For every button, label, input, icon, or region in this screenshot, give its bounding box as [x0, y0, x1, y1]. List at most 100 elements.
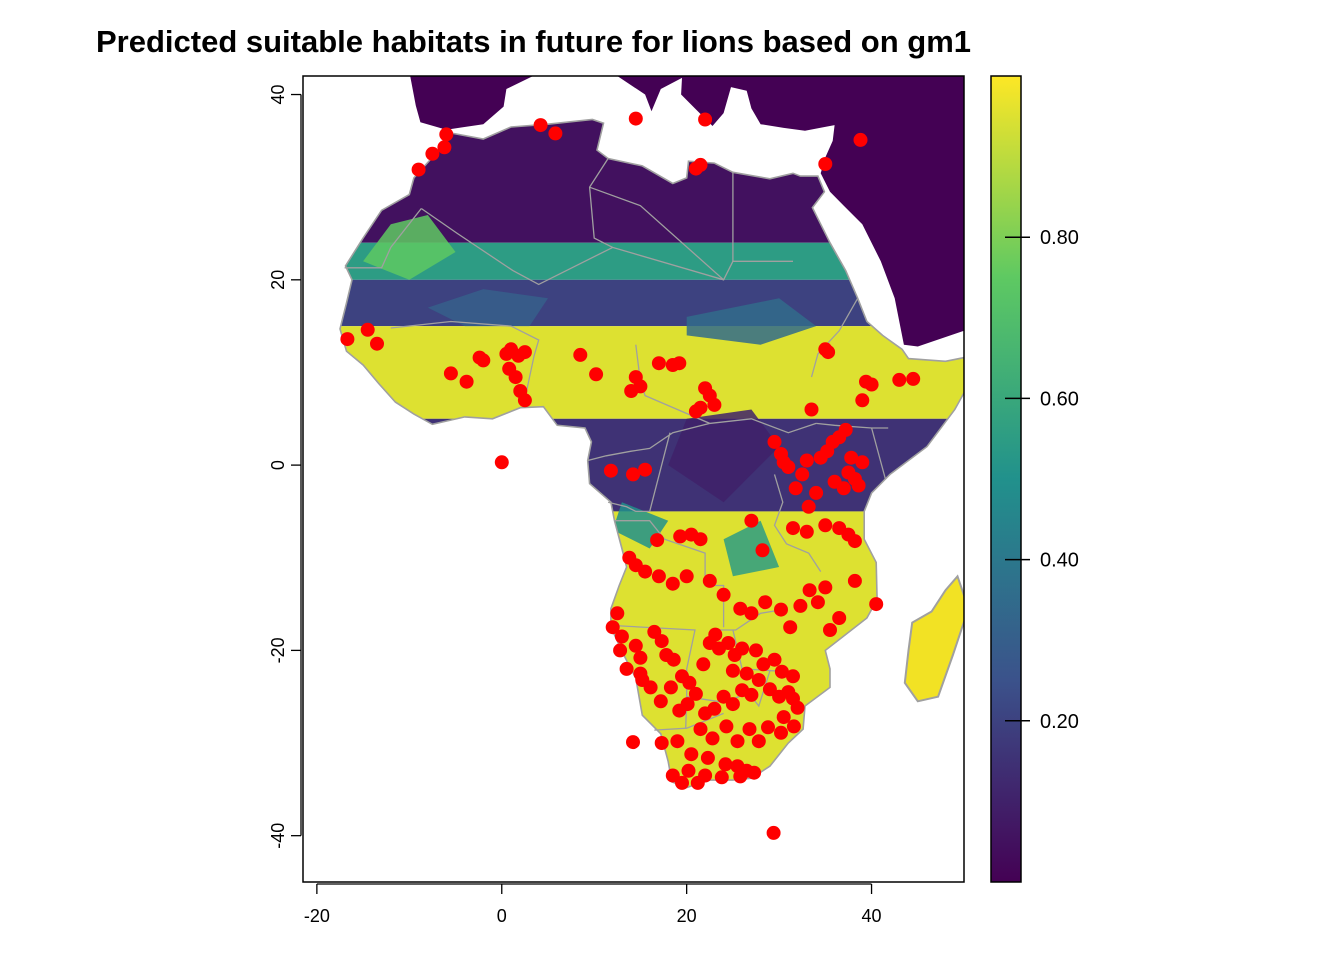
country-border	[344, 208, 422, 269]
occurrence-point	[635, 673, 650, 687]
occurrence-point	[799, 524, 814, 539]
y-axis: 40 20 0 -20 -40	[268, 84, 302, 849]
occurrence-point	[663, 680, 678, 695]
occurrence-point	[774, 725, 788, 740]
occurrence-point	[786, 521, 800, 536]
country-border	[390, 320, 540, 408]
occurrence-point	[776, 710, 791, 725]
country-border	[420, 207, 793, 286]
y-tick-label: -40	[268, 823, 288, 849]
occurrence-point	[818, 518, 833, 533]
occurrence-point	[682, 675, 697, 690]
occurrence-point	[786, 719, 801, 734]
y-tick-label: 20	[268, 270, 288, 290]
raster-patch	[686, 298, 817, 345]
country-border	[607, 432, 671, 513]
occurrence-point	[443, 366, 458, 381]
occurrence-point	[788, 481, 803, 496]
occurrence-point	[707, 397, 722, 412]
occurrence-point	[793, 598, 808, 613]
x-tick-label: 20	[677, 906, 697, 926]
occurrence-point	[675, 775, 689, 790]
occurrence-point	[698, 706, 713, 721]
x-tick-label: 40	[862, 906, 882, 926]
occurrence-point	[818, 157, 833, 171]
occurrence-point	[370, 336, 384, 351]
occurrence-point	[855, 393, 870, 408]
occurrence-point	[756, 657, 771, 672]
occurrence-point	[651, 356, 666, 371]
occurrence-point	[838, 422, 853, 437]
occurrence-point	[411, 162, 426, 177]
occurrence-point	[744, 606, 759, 621]
y-tick-label: -20	[268, 637, 288, 663]
occurrence-point	[439, 127, 454, 142]
occurrence-point	[847, 534, 862, 549]
occurrence-point	[670, 734, 685, 749]
occurrence-point	[719, 719, 734, 734]
occurrence-point	[758, 595, 773, 610]
occurrence-point	[702, 573, 717, 588]
occurrence-point	[786, 669, 800, 684]
occurrence-point	[654, 736, 669, 750]
occurrence-point	[653, 694, 668, 709]
occurrence-point	[614, 629, 629, 644]
occurrence-point	[751, 673, 766, 687]
occurrence-point	[651, 569, 666, 584]
raster-patch	[668, 409, 780, 503]
raster-patch	[427, 289, 548, 327]
occurrence-point	[517, 345, 532, 360]
country-border	[816, 422, 889, 429]
occurrence-point	[786, 691, 800, 706]
occurrence-point	[476, 353, 491, 368]
occurrence-point	[810, 595, 825, 610]
occurrence-point	[799, 453, 814, 468]
occurrence-point	[533, 118, 548, 133]
coastline	[339, 118, 964, 789]
occurrence-point	[665, 576, 680, 591]
colorbar-tick-label: 0.60	[1040, 388, 1079, 410]
occurrence-point	[672, 703, 687, 718]
occurrence-point	[804, 402, 819, 417]
occurrence-point	[696, 657, 711, 672]
occurrence-point	[681, 763, 696, 778]
occurrence-point	[603, 463, 618, 478]
occurrence-point	[855, 455, 870, 470]
country-border	[588, 158, 613, 248]
occurrence-point	[716, 689, 731, 704]
occurrence-point	[688, 686, 703, 701]
occurrence-point	[742, 722, 757, 737]
occurrence-point	[628, 638, 643, 653]
occurrence-point	[494, 455, 509, 470]
occurrence-point	[718, 757, 733, 772]
occurrence-point	[821, 345, 836, 360]
colorbar-tick-label: 0.80	[1040, 227, 1079, 249]
occurrence-point	[755, 543, 770, 558]
occurrence-point	[628, 111, 643, 126]
x-tick-label: 0	[497, 906, 507, 926]
occurrence-point	[459, 374, 474, 389]
occurrence-point	[744, 513, 759, 528]
occurrence-point	[762, 682, 777, 697]
country-border	[773, 474, 822, 572]
occurrence-point	[725, 663, 740, 678]
occurrence-point	[721, 636, 736, 650]
occurrence-point	[650, 533, 665, 548]
raster-band	[340, 279, 964, 327]
occurrence-point	[802, 583, 817, 598]
plot-frame	[302, 75, 965, 883]
occurrence-point	[508, 370, 523, 385]
occurrence-point	[626, 467, 640, 482]
occurrence-point	[610, 606, 625, 621]
occurrence-point	[783, 620, 798, 635]
occurrence-point	[851, 478, 866, 493]
country-border	[589, 186, 725, 281]
occurrence-point	[700, 750, 715, 765]
occurrence-point	[626, 735, 640, 750]
x-tick-label: -20	[304, 906, 330, 926]
occurrence-point	[517, 393, 532, 408]
occurrence-point	[735, 683, 750, 698]
country-border	[719, 608, 783, 631]
occurrence-point	[869, 597, 884, 612]
occurrence-point	[853, 132, 868, 147]
